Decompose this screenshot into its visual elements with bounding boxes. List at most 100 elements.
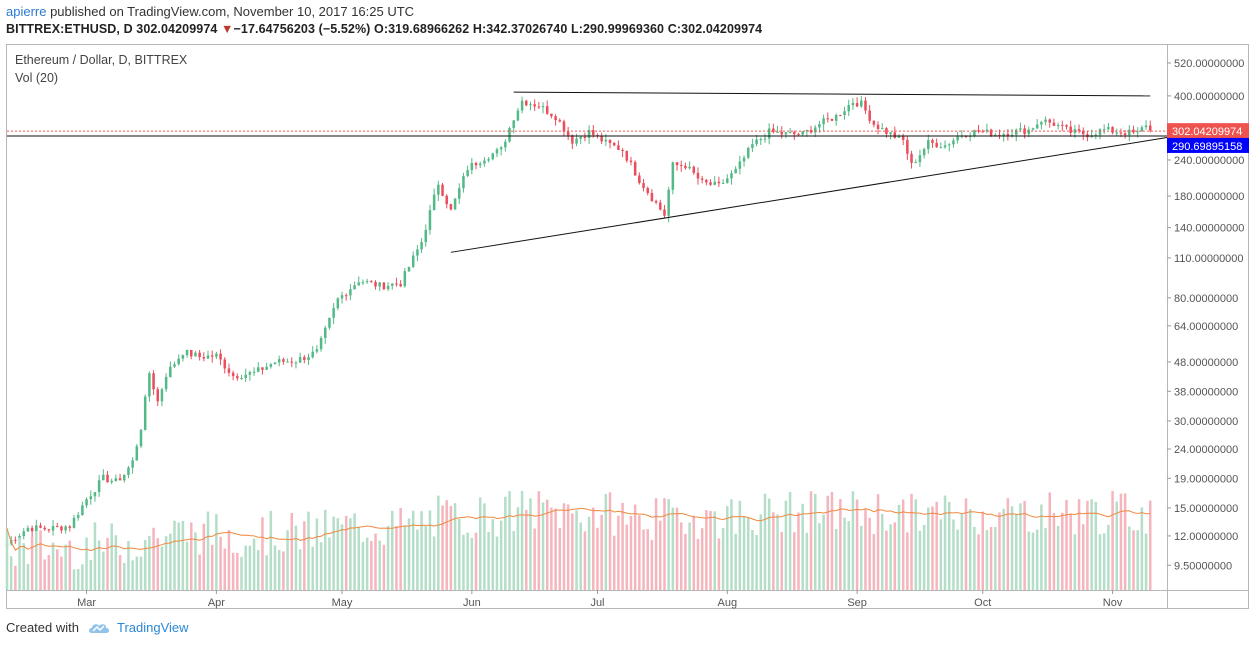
volume-bar (85, 537, 88, 590)
volume-bar (340, 524, 344, 590)
volume-bar (1144, 533, 1148, 590)
volume-bar (508, 491, 511, 590)
volume-bar (428, 510, 432, 590)
volume-bar (721, 528, 725, 590)
candle-body (696, 172, 700, 179)
volume-bar (18, 537, 21, 590)
volume-bar (696, 538, 700, 590)
volume-bar (93, 522, 97, 590)
volume-bar (349, 518, 352, 590)
volume-bar (592, 507, 595, 590)
volume-bar (801, 503, 804, 590)
volume-bar (956, 529, 959, 590)
candle-body (81, 505, 84, 516)
candle-body (248, 372, 252, 375)
volume-bar (663, 498, 666, 590)
candle-body (709, 182, 712, 185)
volume-bar (1094, 501, 1098, 590)
volume-bar (901, 499, 905, 590)
candle-body (968, 135, 972, 137)
candle-body (93, 492, 97, 497)
candle-body (324, 327, 327, 338)
volume-bar (918, 530, 922, 590)
volume-bar (336, 518, 340, 590)
candle-body (487, 159, 490, 161)
candle-body (788, 131, 792, 133)
volume-bar (675, 507, 679, 590)
volume-bar (910, 493, 913, 590)
volume-bar (127, 541, 130, 590)
candle-body (512, 120, 515, 129)
volume-bar (9, 556, 13, 590)
candle-body (985, 129, 989, 132)
candle-body (504, 141, 507, 148)
volume-bar (1031, 532, 1035, 590)
candle-body (336, 298, 340, 309)
candle-body (621, 149, 624, 152)
candle-body (897, 135, 901, 138)
candle-body (826, 118, 830, 120)
volume-bar (617, 515, 620, 590)
publisher-link[interactable]: apierre (6, 4, 47, 19)
volume-bar (646, 529, 649, 590)
volume-bar (575, 510, 578, 590)
volume-bar (612, 535, 616, 590)
candle-body (424, 229, 428, 243)
candle-body (818, 124, 821, 128)
volume-bar (512, 531, 515, 590)
tradingview-link[interactable]: TradingView (87, 620, 189, 635)
volume-bar (1065, 499, 1068, 590)
created-with-text: Created with (6, 620, 79, 635)
candle-body (428, 210, 432, 230)
volume-bar (767, 498, 771, 590)
high-value: 342.37026740 (486, 22, 568, 36)
y-tick-label: 400.00000000 (1174, 91, 1244, 103)
volume-bar (143, 540, 147, 590)
x-tick-label: Sep (847, 597, 867, 609)
candle-body (1081, 130, 1085, 135)
candle-body (386, 285, 390, 290)
volume-bar (562, 503, 566, 590)
candle-body (227, 368, 231, 373)
candle-body (332, 308, 335, 318)
volume-bar (1102, 533, 1106, 590)
last-price-tag (1167, 123, 1249, 139)
candle-body (947, 144, 951, 146)
x-tick-label: Aug (717, 597, 737, 609)
volume-bar (566, 504, 570, 590)
volume-bar (533, 528, 536, 590)
open-label: O: (374, 22, 389, 36)
volume-bar (650, 540, 654, 590)
volume-bar (261, 517, 264, 590)
volume-bar (462, 534, 465, 590)
candle-body (445, 195, 448, 205)
candle-body (391, 283, 394, 286)
tradingview-brand: TradingView (116, 620, 189, 635)
volume-bar (851, 491, 855, 590)
trendline-value-tag-label: 290.69895158 (1172, 141, 1242, 153)
candle-body (1031, 128, 1035, 130)
volume-bar (629, 515, 633, 590)
volume-bar (22, 543, 26, 590)
candle-body (1073, 129, 1077, 133)
candle-body (1069, 126, 1072, 133)
volume-bar (998, 512, 1001, 590)
candle-body (265, 366, 268, 370)
candle-body (738, 161, 742, 169)
volume-ma-line (6, 507, 1151, 552)
volume-bar (30, 536, 34, 590)
volume-bar (545, 499, 549, 590)
volume-bar (843, 517, 846, 590)
volume-bar (880, 513, 884, 590)
volume-bar (282, 551, 285, 590)
volume-bar (759, 514, 763, 590)
volume-bar (449, 506, 453, 590)
y-tick-label: 15.00000000 (1174, 503, 1238, 515)
y-tick-label: 140.00000000 (1174, 223, 1244, 235)
volume-bar (378, 540, 381, 590)
candle-body (244, 374, 247, 379)
candle-body (851, 103, 855, 106)
candle-body (118, 478, 122, 481)
candle-body (39, 525, 42, 528)
